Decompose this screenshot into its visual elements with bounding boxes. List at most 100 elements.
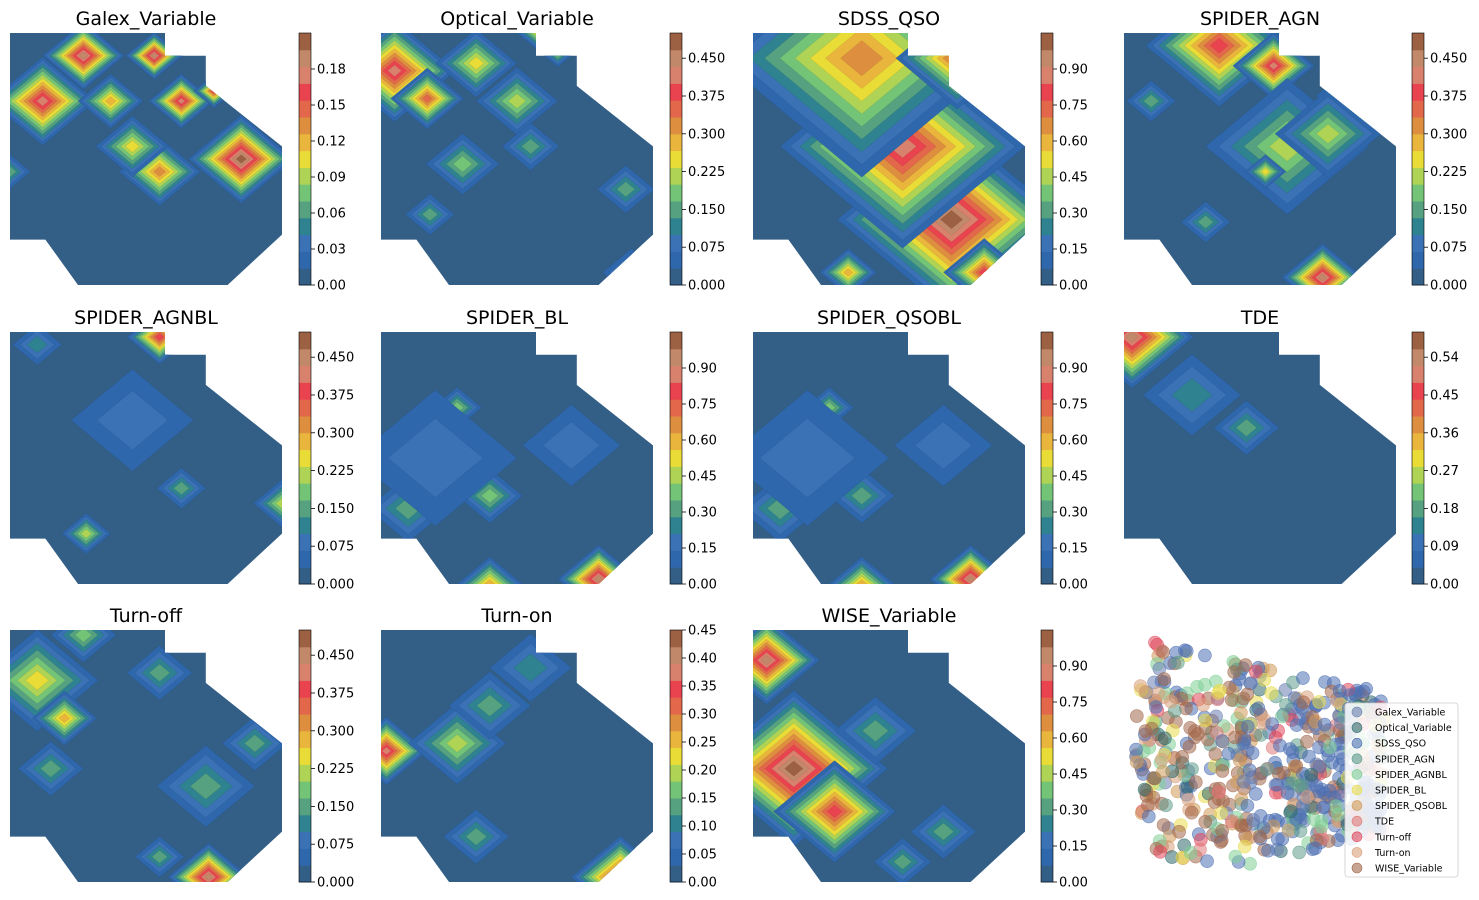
colorbar-segment [299,150,311,168]
scatter-legend: Galex_Variable Optical_Variable SDSS_QSO SP… [1344,702,1459,878]
panel-title: SPIDER_BL [466,307,568,329]
contour-level [270,494,282,513]
colorbar-tick-label: 0.300 [688,127,725,142]
scatter-point [1156,764,1170,779]
legend-label: SDSS_QSO [1375,739,1426,750]
colorbar-tick-label: 0.75 [1059,99,1088,114]
colorbar-segment [1412,432,1424,451]
colorbar-tick-label: 0.15 [1059,840,1088,855]
contour-level [74,630,93,643]
contour-level [1143,94,1160,108]
scatter-point [1304,767,1318,782]
scatter-point [1198,814,1212,829]
colorbar-segment [670,798,682,816]
legend-label: SPIDER_AGN [1375,754,1435,765]
legend-label: WISE_Variable [1375,864,1443,875]
scatter-point [1156,818,1171,832]
contour-level [177,97,186,105]
scatter-point [1156,645,1170,659]
colorbar-tick-label: 0.03 [317,243,346,258]
colorbar-tick-label: 0.30 [1059,804,1088,819]
colorbar-segment [1041,399,1053,417]
colorbar-segment [1041,66,1053,84]
colorbar-tick-label: 0.60 [688,434,717,449]
scatter-point [1264,686,1279,700]
colorbar-segment [670,747,682,765]
contour-level [826,804,843,819]
legend-marker [1351,862,1363,874]
colorbar-segment [1041,483,1053,501]
colorbar-frame [298,331,312,585]
colorbar-segment [1041,348,1053,367]
colorbar-segment [670,117,682,135]
contour-level [893,853,913,870]
legend-label: Optical_Variable [1375,723,1452,734]
colorbar-tick-label: 0.45 [688,624,717,639]
colorbar-segment [1412,500,1424,518]
contour-level [465,827,487,846]
colorbar-tick-label: 0.375 [317,687,354,702]
scatter-point [1215,734,1229,748]
colorbar-segment [299,646,311,665]
colorbar-segment [670,150,682,168]
colorbar-frame [1411,32,1425,286]
colorbar-segment [299,663,311,681]
panel-title: Turn-off [109,605,183,627]
colorbar-segment [299,697,311,715]
colorbar-segment [1041,234,1053,252]
colorbar-segment [299,500,311,518]
colorbar-segment [670,500,682,518]
colorbar-segment [299,268,311,286]
legend-marker [1351,815,1363,827]
contour-level [456,556,523,584]
scatter-point [1175,750,1189,764]
colorbar-segment [1041,567,1053,585]
scatter-point [1184,805,1199,820]
colorbar-tick-label: 0.75 [688,398,717,413]
legend-label: Galex_Variable [1375,708,1445,719]
scatter-point [1293,824,1308,838]
colorbar-segment [1041,865,1053,883]
colorbar-segment [299,550,311,568]
scatter-point [1158,731,1172,746]
contour-level [472,569,508,584]
contour-level [36,95,50,107]
contour-level [387,64,402,77]
scatter-point [1214,806,1228,820]
colorbar-tick-label: 0.45 [688,470,717,485]
legend-marker [1351,737,1363,749]
colorbar-segment [1041,630,1053,648]
colorbar-frame [298,32,312,286]
colorbar-segment [299,814,311,833]
colorbar-segment [299,714,311,732]
colorbar-segment [299,348,311,367]
colorbar-segment [670,416,682,434]
colorbar-segment [299,33,311,51]
legend-label: Turn-off [1374,832,1412,843]
colorbar-tick-label: 0.000 [688,279,725,294]
colorbar-segment [299,49,311,68]
colorbar-frame [1040,331,1054,585]
contour-level [78,51,89,60]
scatter-point [1302,749,1316,764]
colorbar: 0.00 0.09 0.18 0.27 0.36 0.45 0.54 [1411,331,1459,593]
contour-level [759,418,856,498]
scatter-point [1237,839,1252,854]
colorbar-segment [299,798,311,816]
contour-level [476,694,504,717]
colorbar-tick-label: 0.60 [1059,732,1088,747]
contour-level [855,579,868,584]
colorbar-segment [1412,399,1424,417]
colorbar-tick-label: 0.09 [317,171,346,186]
contour-level [832,559,891,584]
contour-level [153,166,167,177]
colorbar-frame [669,32,683,286]
colorbar: 0.00 0.05 0.10 0.15 0.20 0.25 0.30 0.35 0.40 0.45 [669,624,717,891]
scatter-point [1331,807,1345,822]
scatter-point [1281,823,1296,838]
colorbar-segment [299,66,311,84]
colorbar-segment [299,432,311,451]
contour-level [513,653,548,683]
colorbar-tick-label: 0.75 [1059,398,1088,413]
